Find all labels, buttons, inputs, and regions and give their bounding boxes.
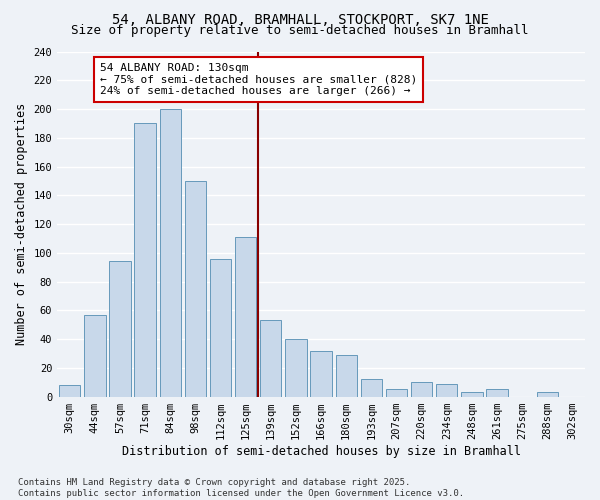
Y-axis label: Number of semi-detached properties: Number of semi-detached properties	[15, 103, 28, 345]
Text: Size of property relative to semi-detached houses in Bramhall: Size of property relative to semi-detach…	[71, 24, 529, 37]
Bar	[411, 382, 433, 396]
Bar	[310, 350, 332, 397]
Bar	[461, 392, 482, 396]
Bar	[160, 109, 181, 397]
Bar	[386, 390, 407, 396]
Bar	[436, 384, 457, 396]
Bar	[235, 237, 256, 396]
Bar	[285, 339, 307, 396]
Bar	[185, 181, 206, 396]
Bar	[210, 258, 231, 396]
X-axis label: Distribution of semi-detached houses by size in Bramhall: Distribution of semi-detached houses by …	[122, 444, 521, 458]
Bar	[536, 392, 558, 396]
Bar	[59, 385, 80, 396]
Bar	[260, 320, 281, 396]
Bar	[487, 390, 508, 396]
Text: 54 ALBANY ROAD: 130sqm
← 75% of semi-detached houses are smaller (828)
24% of se: 54 ALBANY ROAD: 130sqm ← 75% of semi-det…	[100, 63, 417, 96]
Bar	[109, 262, 131, 396]
Bar	[134, 124, 156, 396]
Bar	[361, 380, 382, 396]
Bar	[335, 355, 357, 397]
Text: Contains HM Land Registry data © Crown copyright and database right 2025.
Contai: Contains HM Land Registry data © Crown c…	[18, 478, 464, 498]
Text: 54, ALBANY ROAD, BRAMHALL, STOCKPORT, SK7 1NE: 54, ALBANY ROAD, BRAMHALL, STOCKPORT, SK…	[112, 12, 488, 26]
Bar	[84, 314, 106, 396]
